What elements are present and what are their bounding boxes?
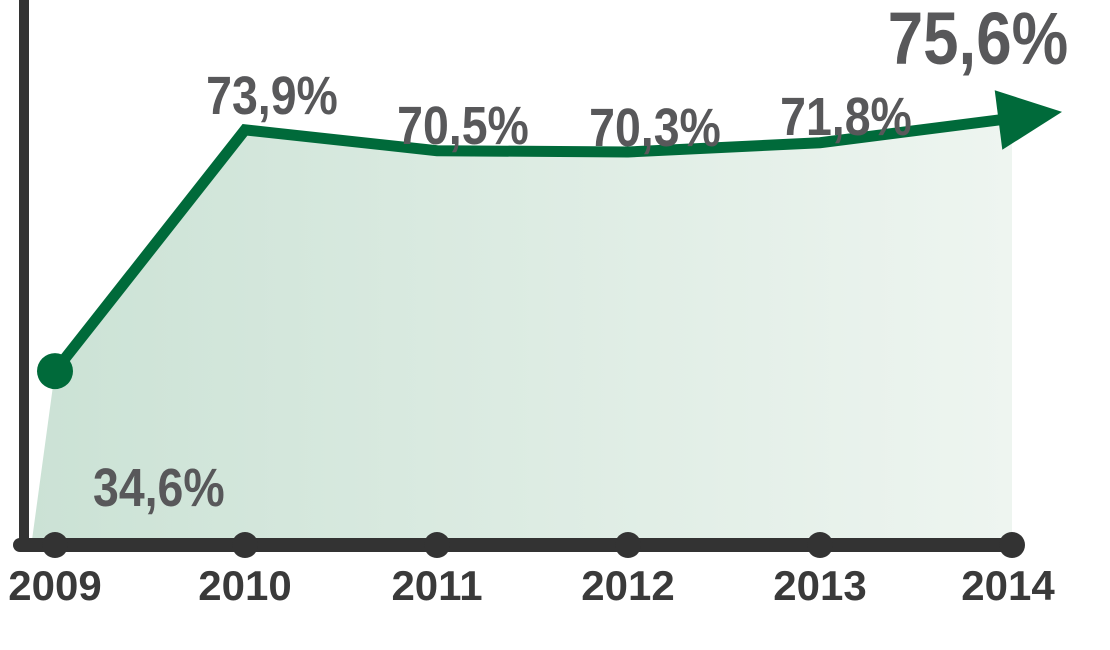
data-label-2011: 70,5% <box>397 95 529 156</box>
x-axis-dot-2009 <box>42 532 68 558</box>
x-tick-label-2013: 2013 <box>773 562 866 609</box>
x-tick-label-2014: 2014 <box>961 562 1055 609</box>
x-axis-dot-2014 <box>999 532 1025 558</box>
data-label-2010: 73,9% <box>206 65 338 126</box>
data-label-2013: 71,8% <box>780 86 912 147</box>
data-label-2014: 75,6% <box>888 0 1068 80</box>
x-tick-label-2011: 2011 <box>391 562 482 609</box>
data-label-2012: 70,3% <box>589 97 721 158</box>
x-tick-label-2009: 2009 <box>8 562 101 609</box>
data-label-2009: 34,6% <box>93 457 225 518</box>
x-axis-dot-2012 <box>615 532 641 558</box>
x-axis-dot-2011 <box>424 532 450 558</box>
chart-area-fill <box>32 119 1012 540</box>
start-point-marker <box>37 353 73 390</box>
x-tick-label-2012: 2012 <box>581 562 674 609</box>
x-axis-dot-2013 <box>807 532 833 558</box>
series-line <box>50 113 1004 375</box>
trend-arrow-icon <box>994 90 1062 150</box>
x-axis-dot-2010 <box>232 532 258 558</box>
x-tick-label-2010: 2010 <box>198 562 291 609</box>
